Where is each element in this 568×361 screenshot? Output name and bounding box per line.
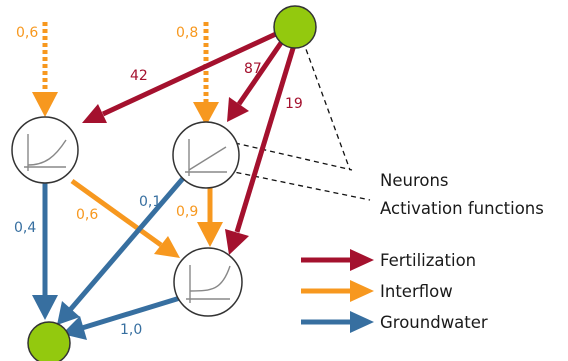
interflow-left-to-bottom-head [154, 236, 180, 258]
annotation-activation-functions: Activation functions [380, 199, 544, 218]
leader-activation [209, 166, 371, 201]
neuron-left [11, 116, 79, 184]
activation-function-plot-left [24, 134, 67, 171]
label-fert-to-mid: 87 [244, 61, 262, 77]
activation-function-plot-bottom [186, 265, 231, 303]
annotation-neurons: Neurons [380, 171, 449, 190]
label-interflow-left-to-bottom: 0,6 [76, 207, 98, 223]
legend-swatch-groundwater-head [350, 311, 374, 333]
input-node [273, 5, 317, 49]
leader-neuron-top [302, 40, 351, 171]
legend-label-interflow: Interflow [380, 282, 453, 301]
edge-labels: 0,6 0,8 42 87 19 0,4 0,6 0,1 0,9 1,0 [14, 25, 303, 338]
fert-to-mid-line [236, 38, 286, 106]
legend-swatch-fertilization-head [350, 249, 374, 271]
ground-left-out-head [32, 295, 58, 320]
groundwater-arrows [32, 174, 187, 340]
interflow-in-mid-head [193, 102, 219, 126]
interflow-left-to-bottom-line [70, 178, 163, 248]
fertilization-arrows [82, 30, 297, 255]
output-node [27, 321, 71, 361]
label-interflow-mid-to-bottom: 0,9 [176, 204, 198, 220]
label-ground-bottom-out: 1,0 [120, 322, 142, 338]
fert-to-bottom-line [234, 44, 297, 233]
fert-to-bottom-head [225, 229, 249, 255]
legend: Fertilization Interflow Groundwater [301, 249, 488, 333]
legend-item-interflow: Interflow [301, 280, 453, 302]
annotation-leaders [209, 40, 371, 201]
ground-mid-out-line [68, 174, 187, 312]
fert-to-left-line [101, 30, 280, 117]
legend-label-fertilization: Fertilization [380, 251, 476, 270]
label-ground-left-out: 0,4 [14, 220, 36, 236]
ground-mid-out-head [57, 301, 80, 325]
activation-function-plot-mid [185, 139, 227, 176]
label-fert-to-bottom: 19 [285, 96, 303, 112]
legend-item-groundwater: Groundwater [301, 311, 488, 333]
label-ground-mid-out: 0,1 [139, 194, 161, 210]
fert-to-mid-head [227, 97, 249, 122]
label-fert-to-left: 42 [130, 68, 148, 84]
label-interflow-in-left: 0,6 [16, 25, 38, 41]
legend-item-fertilization: Fertilization [301, 249, 476, 271]
interflow-mid-to-bottom-head [197, 222, 223, 247]
interflow-input-arrows [32, 22, 219, 126]
ground-bottom-out-line [81, 295, 181, 331]
interflow-internal-arrows [70, 178, 223, 258]
label-interflow-in-mid: 0,8 [176, 25, 198, 41]
fert-to-left-head [82, 104, 107, 123]
neuron-mid [172, 121, 240, 189]
neuron-bottom [173, 247, 243, 317]
legend-swatch-interflow-head [350, 280, 374, 302]
legend-label-groundwater: Groundwater [380, 313, 488, 332]
leader-neuron-mid [234, 142, 353, 171]
interflow-in-left-head [32, 92, 58, 117]
